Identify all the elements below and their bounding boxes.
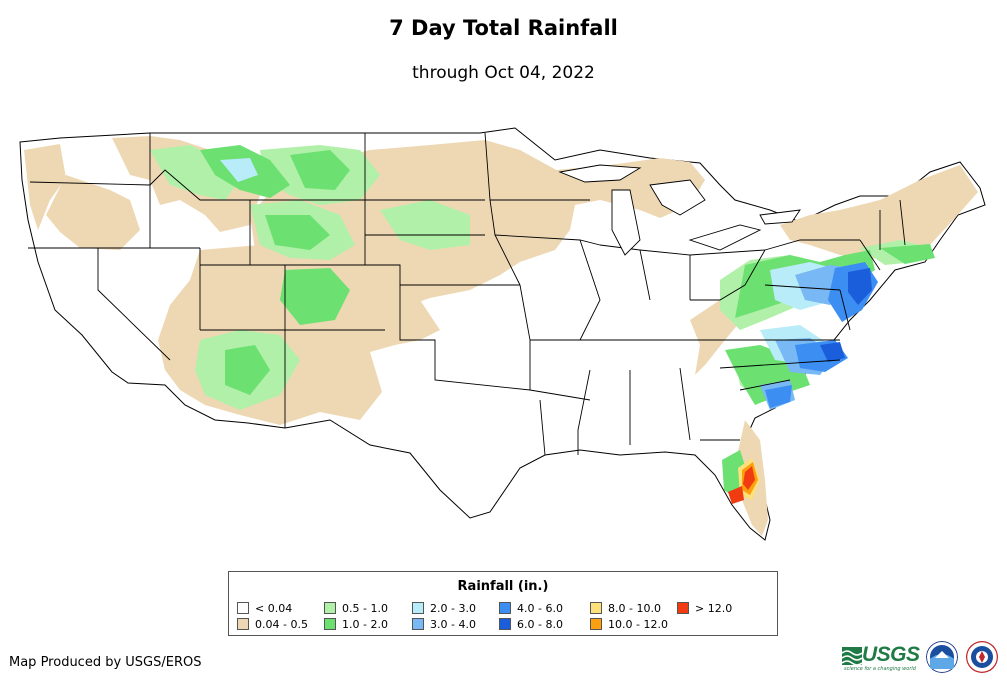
legend-item: 1.0 - 2.0 (324, 618, 388, 631)
rainfall-map (19, 127, 986, 541)
legend-swatch (237, 602, 249, 614)
legend-swatch (499, 618, 511, 630)
legend-item: 0.5 - 1.0 (324, 602, 388, 615)
legend: Rainfall (in.) < 0.04 0.04 - 0.5 0.5 - 1… (228, 571, 778, 636)
usgs-tagline: science for a changing world (844, 666, 916, 672)
map-title: 7 Day Total Rainfall (389, 16, 618, 40)
usgs-logo: USGS science for a changing world (842, 643, 920, 675)
legend-item: 4.0 - 6.0 (499, 602, 563, 615)
producer-credit: Map Produced by USGS/EROS (9, 655, 202, 670)
legend-swatch (324, 602, 336, 614)
legend-item: < 0.04 (237, 602, 292, 615)
legend-item: > 12.0 (677, 602, 732, 615)
legend-swatch (499, 602, 511, 614)
nws-logo (966, 641, 998, 673)
rain-over-12.0 (728, 466, 755, 504)
legend-title: Rainfall (in.) (457, 579, 549, 594)
legend-swatch (590, 618, 602, 630)
legend-item: 0.04 - 0.5 (237, 618, 308, 631)
legend-swatch (412, 618, 424, 630)
legend-swatch (590, 602, 602, 614)
legend-item: 3.0 - 4.0 (412, 618, 476, 631)
usgs-logo-text: USGS (862, 643, 920, 666)
noaa-logo (926, 641, 958, 673)
legend-item: 10.0 - 12.0 (590, 618, 668, 631)
legend-swatch (412, 602, 424, 614)
legend-swatch (324, 618, 336, 630)
legend-swatch (677, 602, 689, 614)
legend-swatch (237, 618, 249, 630)
legend-item: 2.0 - 3.0 (412, 602, 476, 615)
rain-6.0-8.0 (820, 268, 872, 362)
map-subtitle: through Oct 04, 2022 (412, 63, 595, 83)
agency-logos: USGS science for a changing world (842, 638, 1002, 678)
legend-item: 6.0 - 8.0 (499, 618, 563, 631)
usgs-wave-icon (842, 647, 862, 665)
state-borders (28, 132, 906, 456)
great-lakes (558, 164, 801, 256)
legend-item: 8.0 - 10.0 (590, 602, 661, 615)
